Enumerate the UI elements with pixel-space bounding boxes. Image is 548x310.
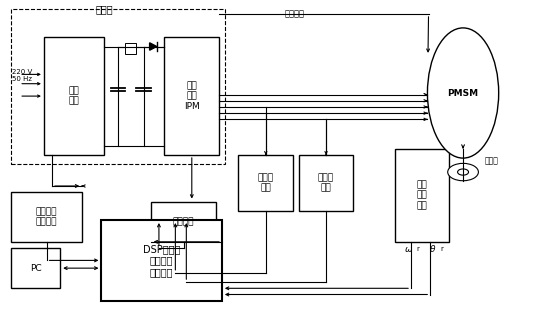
Bar xyxy=(151,202,216,242)
Bar xyxy=(125,43,136,54)
Circle shape xyxy=(458,169,469,175)
Text: 220 V
50 Hz: 220 V 50 Hz xyxy=(12,69,32,82)
Text: 线电压
检测: 线电压 检测 xyxy=(258,173,274,193)
Text: 隔离电路: 隔离电路 xyxy=(173,217,195,226)
Bar xyxy=(11,9,225,164)
Text: DSP控制器
转矩观测
磁链观测: DSP控制器 转矩观测 磁链观测 xyxy=(143,244,180,277)
Ellipse shape xyxy=(427,28,499,158)
Text: 控制绕组: 控制绕组 xyxy=(285,9,305,18)
Polygon shape xyxy=(150,43,157,50)
Text: r: r xyxy=(416,246,419,252)
Text: 主回路: 主回路 xyxy=(95,5,113,15)
Text: r: r xyxy=(441,246,444,252)
Text: ω: ω xyxy=(404,245,412,254)
Circle shape xyxy=(448,163,478,181)
Bar xyxy=(238,155,293,211)
Text: 转速
位置
检测: 转速 位置 检测 xyxy=(416,180,427,210)
Bar xyxy=(101,220,222,301)
Bar xyxy=(11,248,60,288)
Bar xyxy=(164,37,219,155)
Text: PMSM: PMSM xyxy=(448,88,478,98)
Text: 光码盘: 光码盘 xyxy=(485,157,499,166)
Text: 整流
模块: 整流 模块 xyxy=(68,86,79,106)
Text: 逆变
模块
IPM: 逆变 模块 IPM xyxy=(184,81,199,111)
Text: 直流母线
采样电压: 直流母线 采样电压 xyxy=(36,207,58,227)
Text: 线电流
检测: 线电流 检测 xyxy=(318,173,334,193)
Bar xyxy=(44,37,104,155)
Bar xyxy=(299,155,353,211)
Text: θ: θ xyxy=(430,245,436,254)
Text: PC: PC xyxy=(30,264,42,273)
Bar xyxy=(395,149,449,242)
Bar xyxy=(11,192,82,242)
